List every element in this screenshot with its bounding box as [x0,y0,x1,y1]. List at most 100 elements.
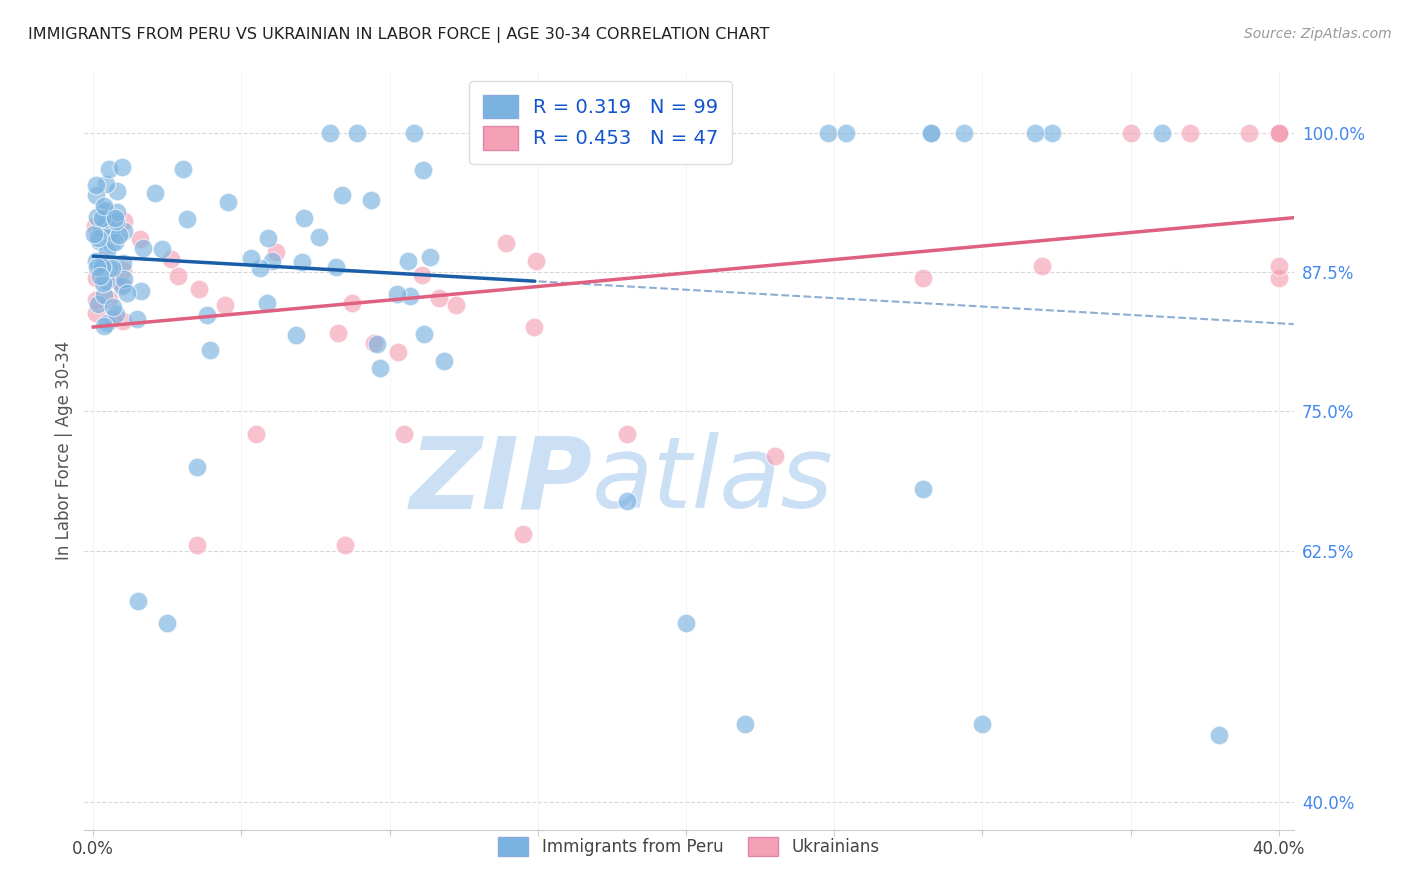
Point [1119,126,1142,140]
Point [131,241,153,255]
Point [411,268,433,282]
Point [101,261,124,276]
Point [921,126,943,140]
Point [249,260,271,275]
Point [84,293,107,307]
Point [433,354,456,368]
Point [412,162,434,177]
Point [1040,126,1063,140]
Point [332,187,354,202]
Point [399,289,422,303]
Point [105,205,128,219]
Point [186,460,208,475]
Point [104,273,127,287]
Point [111,160,134,174]
Point [160,252,183,266]
Point [105,307,128,321]
Point [734,716,756,731]
Point [1237,126,1260,140]
Point [91,211,114,225]
Point [97,292,120,306]
Point [91,252,114,267]
Text: atlas: atlas [592,433,834,529]
Point [112,214,135,228]
Y-axis label: In Labor Force | Age 30-34: In Labor Force | Age 30-34 [55,341,73,560]
Point [200,343,222,358]
Point [1024,126,1046,140]
Point [100,224,122,238]
Point [342,296,364,310]
Point [110,278,132,293]
Point [97,260,120,275]
Point [105,184,128,198]
Point [368,360,391,375]
Point [522,319,544,334]
Point [125,312,148,326]
Point [129,231,152,245]
Point [262,254,284,268]
Point [366,336,388,351]
Point [84,270,107,285]
Point [90,260,112,274]
Point [1267,126,1289,140]
Point [402,126,425,140]
Point [129,285,152,299]
Point [394,426,416,441]
Point [93,199,115,213]
Point [325,260,347,275]
Point [217,195,239,210]
Point [167,268,190,283]
Point [103,211,125,225]
Point [105,213,128,227]
Point [1267,260,1289,274]
Point [1178,126,1201,140]
Point [1031,260,1053,274]
Point [91,204,114,219]
Point [86,210,108,224]
Point [548,126,571,140]
Point [101,312,124,326]
Point [444,298,467,312]
Point [685,126,707,140]
Point [495,235,517,250]
Point [360,193,382,207]
Point [188,282,211,296]
Point [239,252,262,266]
Point [512,527,534,541]
Point [675,616,697,631]
Point [93,319,115,334]
Legend: Immigrants from Peru, Ukrainians: Immigrants from Peru, Ukrainians [492,830,886,863]
Point [912,270,935,285]
Point [266,244,288,259]
Point [616,493,638,508]
Point [292,211,315,226]
Point [84,188,107,202]
Point [920,126,942,140]
Point [97,161,120,176]
Point [94,202,117,217]
Point [112,224,135,238]
Point [835,126,858,140]
Point [1267,126,1289,140]
Point [112,272,135,286]
Point [84,253,107,268]
Point [176,211,198,226]
Point [616,426,638,441]
Point [93,288,115,302]
Point [326,326,349,341]
Point [186,538,208,552]
Point [84,178,107,193]
Point [412,326,434,341]
Point [527,126,550,140]
Point [972,716,994,731]
Point [96,317,118,331]
Point [117,285,139,300]
Text: IMMIGRANTS FROM PERU VS UKRAINIAN IN LABOR FORCE | AGE 30-34 CORRELATION CHART: IMMIGRANTS FROM PERU VS UKRAINIAN IN LAB… [28,27,769,43]
Point [318,126,340,140]
Point [363,336,385,351]
Point [86,260,108,274]
Point [97,231,120,245]
Point [195,308,218,322]
Point [143,186,166,200]
Point [912,483,935,497]
